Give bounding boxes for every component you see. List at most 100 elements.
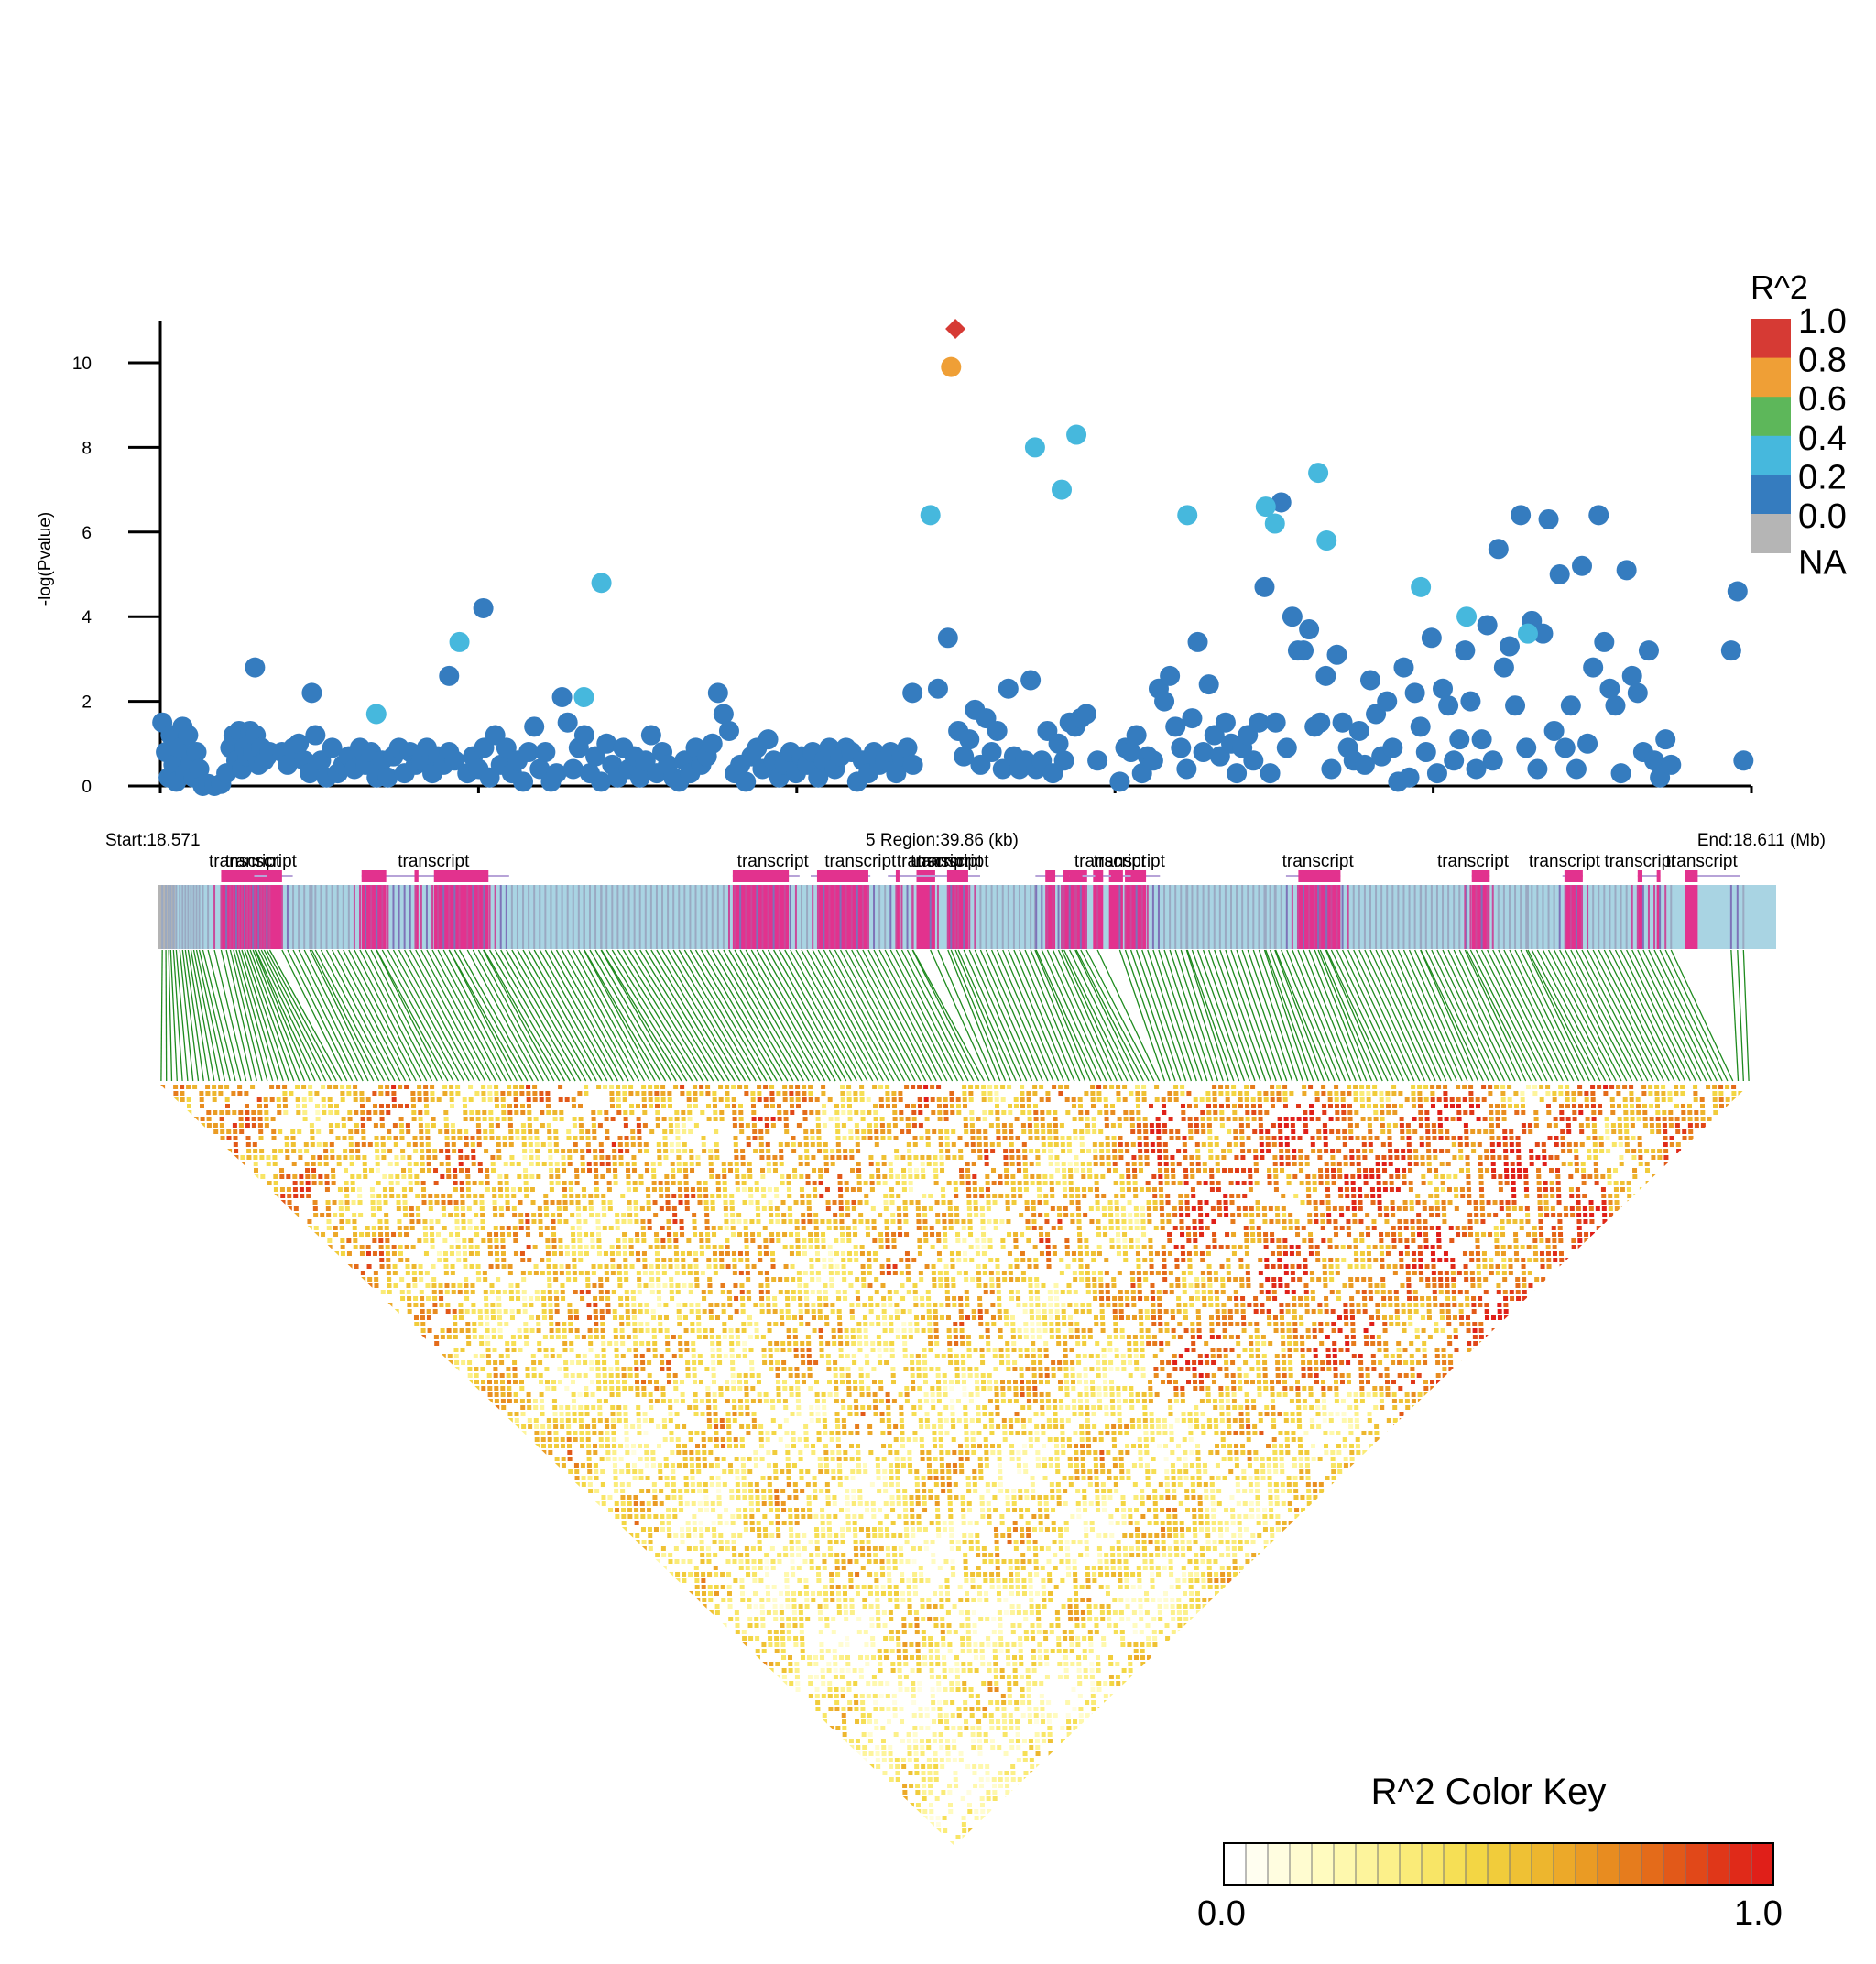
ld-cell xyxy=(1099,1149,1105,1153)
ld-cell xyxy=(1290,1123,1295,1128)
ld-cell xyxy=(1366,1104,1371,1108)
ld-cell xyxy=(1340,1245,1346,1249)
ld-cell xyxy=(333,1085,339,1089)
ld-cell xyxy=(1538,1213,1543,1217)
band-stripe xyxy=(442,885,445,949)
ld-cell xyxy=(641,1085,647,1089)
ld-cell xyxy=(401,1174,407,1179)
ld-cell xyxy=(1104,1258,1109,1262)
ld-cell xyxy=(1385,1091,1391,1096)
ld-cell xyxy=(465,1174,471,1179)
ld-cell xyxy=(1043,1200,1049,1205)
ld-cell xyxy=(526,1091,531,1096)
ld-cell xyxy=(1291,1129,1296,1134)
ld-cell xyxy=(1057,1226,1063,1230)
ld-cell xyxy=(326,1226,332,1230)
ld-cell xyxy=(683,1187,689,1192)
ld-cell xyxy=(1076,1213,1082,1217)
ld-cell xyxy=(1273,1187,1279,1192)
ld-cell xyxy=(1337,1174,1343,1179)
ld-cell xyxy=(984,1162,989,1166)
ld-cell xyxy=(1063,1206,1068,1211)
ld-cell xyxy=(744,1085,749,1089)
ld-cell xyxy=(1254,1181,1260,1185)
ld-cell xyxy=(568,1187,573,1192)
ld-cell xyxy=(995,1258,1000,1262)
ld-cell xyxy=(596,1251,602,1256)
ld-cell xyxy=(1426,1155,1432,1160)
snp-point xyxy=(702,733,723,754)
ld-cell xyxy=(1361,1142,1367,1147)
ld-cell xyxy=(1255,1200,1260,1205)
ld-cell xyxy=(1410,1226,1415,1230)
ld-cell xyxy=(1473,1200,1478,1205)
ld-cell xyxy=(830,1162,835,1166)
ld-cell xyxy=(735,1187,740,1192)
ld-cell xyxy=(1477,1129,1482,1134)
ld-cell xyxy=(955,1104,961,1108)
ld-cell xyxy=(1386,1110,1391,1115)
ld-cell xyxy=(529,1149,534,1153)
ld-cell xyxy=(333,1232,339,1237)
ld-cell xyxy=(496,1149,502,1153)
connector-line xyxy=(1265,949,1314,1082)
ld-cell xyxy=(787,1194,792,1198)
ld-cell xyxy=(1500,1226,1505,1230)
ld-cell xyxy=(690,1187,695,1192)
connector-line xyxy=(667,949,747,1082)
ld-cell xyxy=(665,1194,671,1198)
ld-cell xyxy=(290,1142,296,1147)
ld-cell xyxy=(1251,1117,1257,1121)
connector-line xyxy=(1498,949,1564,1082)
ld-cell xyxy=(1468,1097,1474,1102)
ld-cell xyxy=(786,1174,791,1179)
ld-cell xyxy=(1636,1117,1642,1121)
legend-swatch xyxy=(1751,319,1791,358)
snp-point xyxy=(1053,750,1074,771)
ld-cell xyxy=(1589,1219,1595,1224)
band-exon-block xyxy=(1637,885,1643,949)
connector-line xyxy=(1041,949,1102,1082)
ld-cell xyxy=(500,1245,506,1249)
ld-cell xyxy=(940,1187,945,1192)
snp-point xyxy=(189,758,210,780)
ld-cell xyxy=(1632,1174,1638,1179)
ld-cell xyxy=(1456,1110,1462,1115)
band-stripe xyxy=(1213,885,1216,949)
ld-cell xyxy=(1164,1174,1170,1179)
band-stripe xyxy=(190,885,192,949)
ld-cell xyxy=(765,1142,770,1147)
ld-cell xyxy=(964,1129,969,1134)
ld-cell xyxy=(864,1200,869,1205)
ld-cell xyxy=(1131,1155,1137,1160)
ld-cell xyxy=(528,1136,533,1140)
connector-line xyxy=(506,949,582,1082)
ld-cell xyxy=(1402,1200,1408,1205)
ld-cell xyxy=(880,1129,886,1134)
ld-cell xyxy=(671,1194,677,1198)
ld-cell xyxy=(1059,1123,1064,1128)
ld-cell xyxy=(1122,1097,1128,1102)
ld-cell xyxy=(386,1110,391,1115)
ld-cell xyxy=(1455,1226,1460,1230)
ld-cell xyxy=(1563,1206,1568,1211)
connector-line xyxy=(202,949,236,1082)
ld-cell xyxy=(360,1117,365,1121)
ld-cell xyxy=(573,1149,579,1153)
ld-cell xyxy=(327,1245,333,1249)
ld-cell xyxy=(1045,1097,1051,1102)
ld-cell xyxy=(371,1213,376,1217)
ld-cell xyxy=(1467,1219,1473,1224)
ld-cell xyxy=(795,1085,801,1089)
ld-cell xyxy=(1422,1206,1427,1211)
snp-point xyxy=(1477,615,1498,636)
ld-cell xyxy=(475,1117,481,1121)
ld-cell xyxy=(872,1238,878,1243)
ld-cell xyxy=(346,1085,352,1089)
ld-cell xyxy=(1700,1110,1706,1115)
connector-line xyxy=(370,949,438,1082)
ld-cell xyxy=(1349,1155,1355,1160)
ld-cell xyxy=(441,1200,446,1205)
ld-cell xyxy=(1556,1194,1562,1198)
ld-cell xyxy=(271,1136,277,1140)
